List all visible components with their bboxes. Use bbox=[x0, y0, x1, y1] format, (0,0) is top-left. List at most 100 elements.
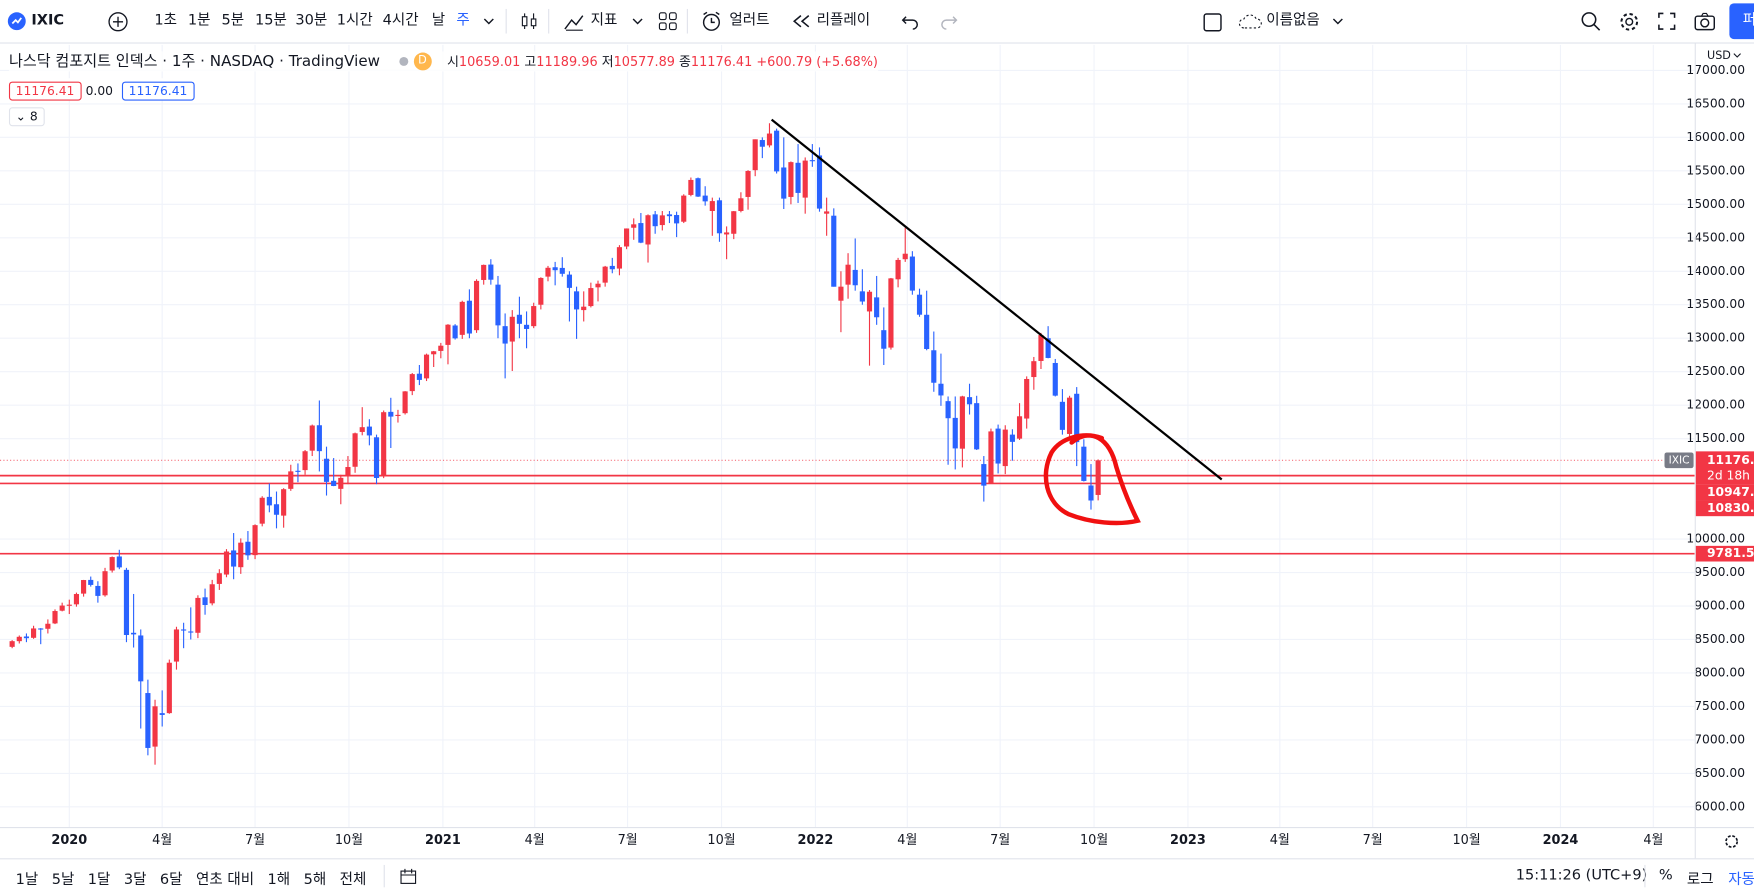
interval-dropdown[interactable] bbox=[482, 16, 495, 27]
indicators-toggle[interactable]: ⌄ 8 bbox=[8, 107, 45, 127]
candle-body bbox=[481, 264, 487, 280]
layouts-button[interactable] bbox=[658, 11, 678, 31]
undo-button[interactable] bbox=[900, 12, 920, 30]
goto-date-button[interactable] bbox=[399, 867, 417, 885]
range-button[interactable]: 5날 bbox=[51, 871, 75, 889]
candle-body bbox=[459, 301, 465, 335]
candle-body bbox=[188, 631, 194, 633]
separator bbox=[686, 8, 688, 34]
alert-icon[interactable] bbox=[700, 10, 722, 32]
redo-button[interactable] bbox=[939, 12, 959, 30]
candle-body bbox=[59, 605, 65, 611]
candle-body bbox=[924, 314, 930, 349]
search-button[interactable] bbox=[1581, 11, 1601, 31]
candle-body bbox=[981, 464, 987, 486]
delay-badge[interactable]: D bbox=[413, 52, 432, 71]
y-tick-label: 14000.00 bbox=[1686, 264, 1745, 278]
candle-body bbox=[209, 584, 215, 604]
ohlc-label: 종 bbox=[679, 53, 691, 70]
auto-toggle[interactable]: 자동 bbox=[1728, 871, 1754, 889]
plot-area bbox=[0, 44, 1695, 827]
range-button[interactable]: 1달 bbox=[87, 871, 111, 889]
candle-body bbox=[1002, 429, 1008, 467]
x-tick-label: 7월 bbox=[618, 833, 638, 848]
symbol[interactable]: IXIC bbox=[31, 12, 65, 30]
candle-body bbox=[1052, 362, 1058, 396]
candle-body bbox=[238, 542, 244, 568]
range-button[interactable]: 3달 bbox=[123, 871, 147, 889]
y-tick-label: 8000.00 bbox=[1694, 665, 1745, 679]
log-toggle[interactable]: 로그 bbox=[1686, 871, 1714, 889]
fullscreen-button[interactable] bbox=[1657, 11, 1677, 31]
interval[interactable]: 5분 bbox=[221, 12, 245, 30]
range-button[interactable]: 6달 bbox=[159, 871, 183, 889]
range-button[interactable]: 1날 bbox=[15, 871, 39, 889]
interval[interactable]: 15분 bbox=[255, 12, 287, 30]
interval[interactable]: 30분 bbox=[295, 12, 328, 30]
range-button[interactable]: 전체 bbox=[339, 871, 367, 889]
horizontal-line-label: 10947.55 bbox=[1707, 485, 1754, 499]
interval[interactable]: 1분 bbox=[187, 12, 211, 30]
candle-body bbox=[16, 636, 22, 642]
indicators-button[interactable]: 지표 bbox=[590, 12, 618, 30]
candle-body bbox=[423, 354, 430, 379]
candle-body bbox=[538, 277, 544, 305]
candle-body bbox=[245, 541, 251, 556]
candle-body bbox=[774, 130, 780, 172]
currency-label: USD bbox=[1707, 49, 1731, 62]
candle-body bbox=[88, 579, 94, 585]
interval[interactable]: 1초 bbox=[154, 12, 178, 30]
horizontal-line-label: 10830.94 bbox=[1707, 501, 1754, 515]
layout-dropdown[interactable] bbox=[1331, 16, 1344, 27]
candle-body bbox=[273, 504, 280, 515]
interval[interactable]: 날 bbox=[431, 12, 446, 30]
indicators-dropdown[interactable] bbox=[631, 16, 644, 27]
interval[interactable]: 1시간 bbox=[336, 12, 373, 30]
candle-body bbox=[602, 266, 608, 283]
candle-body bbox=[559, 267, 565, 274]
x-tick-label: 4월 bbox=[525, 833, 545, 848]
candle-body bbox=[331, 480, 337, 486]
chart-type-button[interactable] bbox=[518, 10, 540, 32]
snapshot-button[interactable] bbox=[1694, 11, 1716, 31]
x-tick-label: 4월 bbox=[1643, 833, 1663, 848]
interval-active[interactable]: 주 bbox=[456, 12, 470, 30]
replay-button[interactable]: 리플레이 bbox=[816, 12, 871, 30]
candle-body bbox=[688, 179, 694, 195]
clock[interactable]: 15:11:26 (UTC+9) bbox=[1515, 867, 1648, 884]
layout-name[interactable]: 이름없음 bbox=[1266, 12, 1320, 30]
candle-body bbox=[831, 215, 837, 287]
candle-body bbox=[1095, 460, 1101, 495]
candle-body bbox=[874, 297, 880, 318]
candle-body bbox=[295, 470, 301, 472]
ask: 11176.41 bbox=[121, 81, 195, 101]
horizontal-line-label-bg bbox=[1695, 545, 1754, 562]
ohlc-value: 10577.89 bbox=[613, 53, 675, 70]
replay-icon[interactable] bbox=[792, 13, 812, 29]
add-symbol-button[interactable] bbox=[107, 11, 128, 32]
candle-body bbox=[116, 556, 122, 568]
symbol-logo bbox=[7, 12, 26, 31]
candle-body bbox=[523, 324, 530, 329]
range-button[interactable]: 1해 bbox=[267, 871, 291, 889]
range-button[interactable]: 5해 bbox=[303, 871, 327, 889]
candle-body bbox=[495, 284, 501, 326]
cloud-icon[interactable] bbox=[1237, 11, 1264, 31]
publish-button[interactable]: 퍼 bbox=[1729, 3, 1754, 40]
alert-button[interactable]: 얼러트 bbox=[729, 12, 770, 30]
candle-body bbox=[38, 628, 44, 630]
settings-button[interactable] bbox=[1619, 11, 1640, 32]
candle-body bbox=[123, 569, 130, 636]
range-button[interactable]: 연초 대비 bbox=[195, 871, 255, 889]
select-checkbox[interactable] bbox=[1203, 12, 1223, 32]
percent-toggle[interactable]: % bbox=[1658, 867, 1673, 884]
x-tick-label: 2022 bbox=[798, 833, 834, 848]
candle-body bbox=[731, 211, 737, 234]
legend-title[interactable]: 나스닥 컴포지트 인덱스 · 1주 · NASDAQ · TradingView bbox=[8, 52, 380, 71]
indicators-icon[interactable] bbox=[563, 10, 585, 32]
horizontal-line-label-bg bbox=[1695, 484, 1754, 501]
top-toolbar bbox=[0, 0, 1754, 44]
candle-body bbox=[473, 280, 480, 331]
interval[interactable]: 4시간 bbox=[382, 12, 419, 30]
